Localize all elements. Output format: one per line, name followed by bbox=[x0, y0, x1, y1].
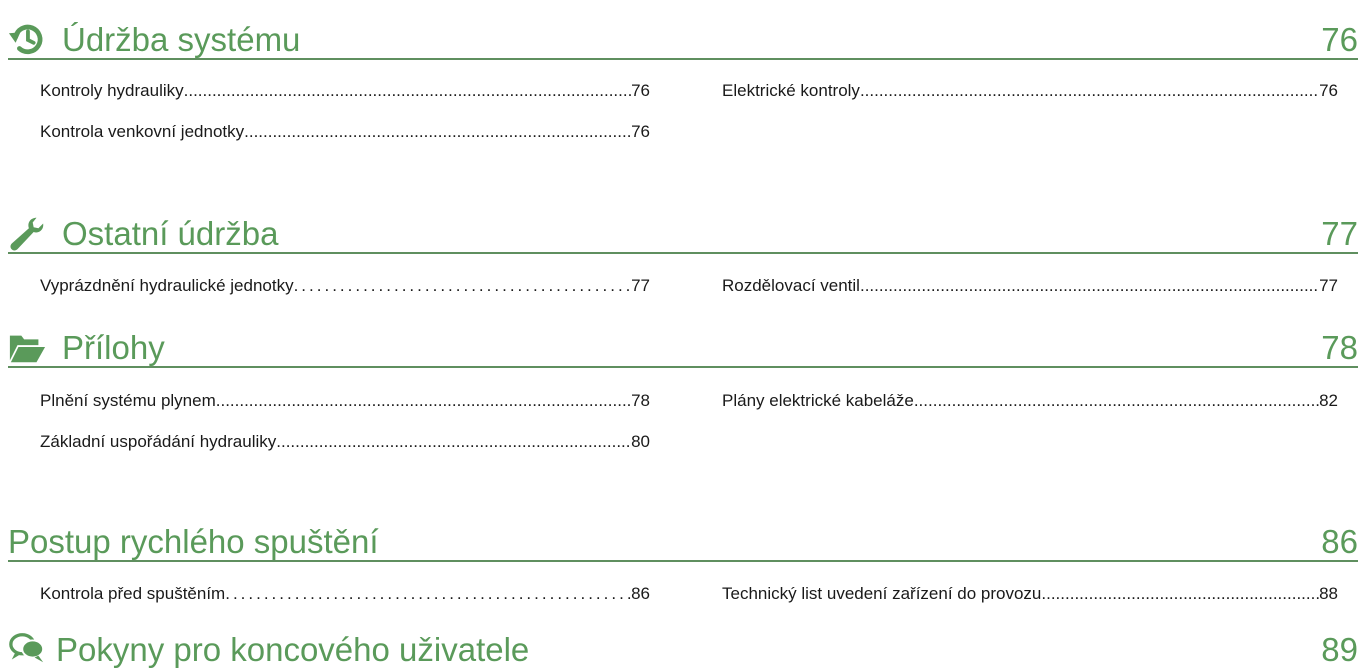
dot-leader: ........................................… bbox=[1041, 584, 1320, 603]
toc-entry-page: 76 bbox=[631, 81, 650, 100]
section-title[interactable]: Pokyny pro koncového uživatele bbox=[8, 630, 529, 670]
toc-section-user-instructions: Pokyny pro koncového uživatele 89 bbox=[8, 624, 1358, 670]
folder-open-icon bbox=[9, 335, 46, 363]
toc-entry[interactable]: Plnění systému plynem ..................… bbox=[40, 390, 650, 412]
toc-section-maintenance: Údržba systému 76 bbox=[8, 18, 1358, 60]
dot-leader: ........................................… bbox=[859, 276, 1319, 295]
section-header: Postup rychlého spuštění 86 bbox=[8, 520, 1358, 562]
toc-entry[interactable]: Rozdělovací ventil .....................… bbox=[722, 275, 1338, 297]
toc-entry-label: Základní uspořádání hydrauliky bbox=[40, 432, 277, 451]
clock-history-icon bbox=[8, 24, 43, 55]
dot-leader: ........................................… bbox=[913, 391, 1319, 410]
section-title[interactable]: Přílohy bbox=[8, 328, 165, 368]
dot-leader: ........................................… bbox=[225, 584, 631, 603]
toc-entry-page: 86 bbox=[631, 584, 650, 603]
toc-entry-label: Rozdělovací ventil bbox=[722, 276, 860, 295]
toc-entry[interactable]: Kontrola venkovní jednotky .............… bbox=[40, 121, 650, 143]
dot-leader: ........................................… bbox=[293, 276, 632, 295]
toc-entry-page: 77 bbox=[1319, 276, 1338, 295]
toc-entry[interactable]: Kontrola před spuštěním ................… bbox=[40, 583, 650, 605]
toc-entry-page: 88 bbox=[1319, 584, 1338, 603]
toc-entry-label: Plnění systému plynem bbox=[40, 391, 216, 410]
toc-entry-label: Vyprázdnění hydraulické jednotky bbox=[40, 276, 294, 295]
toc-entry-label: Elektrické kontroly bbox=[722, 81, 860, 100]
section-divider bbox=[8, 252, 1358, 254]
toc-entry-page: 76 bbox=[631, 122, 650, 141]
toc-entry[interactable]: Technický list uvedení zařízení do provo… bbox=[722, 583, 1338, 605]
wrench-icon bbox=[10, 217, 44, 251]
section-divider bbox=[8, 366, 1358, 368]
section-title-text: Postup rychlého spuštění bbox=[8, 523, 379, 560]
section-header: Přílohy 78 bbox=[8, 326, 1358, 368]
toc-section-other-maintenance: Ostatní údržba 77 bbox=[8, 212, 1358, 254]
toc-entry[interactable]: Elektrické kontroly ....................… bbox=[722, 80, 1338, 102]
section-header: Pokyny pro koncového uživatele 89 bbox=[8, 624, 1358, 670]
section-divider bbox=[8, 58, 1358, 60]
section-title-text: Pokyny pro koncového uživatele bbox=[56, 631, 530, 668]
section-page-number: 89 bbox=[1321, 631, 1358, 668]
section-title-text: Údržba systému bbox=[62, 21, 301, 58]
dot-leader: ........................................… bbox=[276, 432, 631, 451]
section-header: Ostatní údržba 77 bbox=[8, 212, 1358, 254]
section-page-number: 77 bbox=[1321, 215, 1358, 252]
toc-entry-label: Technický list uvedení zařízení do provo… bbox=[722, 584, 1042, 603]
section-title[interactable]: Postup rychlého spuštění bbox=[8, 522, 379, 562]
toc-entry[interactable]: Plány elektrické kabeláže ..............… bbox=[722, 390, 1338, 412]
section-page-number: 78 bbox=[1321, 329, 1358, 366]
section-title[interactable]: Údržba systému bbox=[8, 20, 300, 60]
dot-leader: ........................................… bbox=[859, 81, 1319, 100]
dot-leader: ........................................… bbox=[215, 391, 632, 410]
toc-entry-label: Kontroly hydrauliky bbox=[40, 81, 184, 100]
section-title-text: Ostatní údržba bbox=[62, 215, 279, 254]
section-header: Údržba systému 76 bbox=[8, 18, 1358, 60]
toc-entry-page: 78 bbox=[631, 391, 650, 410]
toc-section-appendix: Přílohy 78 bbox=[8, 326, 1358, 368]
speech-bubbles-icon bbox=[9, 633, 45, 663]
toc-entry-page: 82 bbox=[1319, 391, 1338, 410]
toc-entry[interactable]: Vyprázdnění hydraulické jednotky .......… bbox=[40, 275, 650, 297]
toc-entry-page: 77 bbox=[631, 276, 650, 295]
toc-entry-page: 76 bbox=[1319, 81, 1338, 100]
section-page-number: 76 bbox=[1321, 21, 1358, 58]
dot-leader: ........................................… bbox=[244, 122, 632, 141]
toc-entry-label: Kontrola venkovní jednotky bbox=[40, 122, 245, 141]
section-title-text: Přílohy bbox=[62, 329, 165, 368]
section-page-number: 86 bbox=[1321, 523, 1358, 560]
toc-entry-label: Plány elektrické kabeláže bbox=[722, 391, 914, 410]
toc-entry[interactable]: Kontroly hydrauliky ....................… bbox=[40, 80, 650, 102]
section-title[interactable]: Ostatní údržba bbox=[8, 214, 279, 254]
dot-leader: ........................................… bbox=[183, 81, 632, 100]
toc-entry[interactable]: Základní uspořádání hydrauliky .........… bbox=[40, 431, 650, 453]
section-divider bbox=[8, 560, 1358, 562]
toc-section-quick-start: Postup rychlého spuštění 86 bbox=[8, 520, 1358, 562]
toc-entry-label: Kontrola před spuštěním bbox=[40, 584, 226, 603]
toc-entry-page: 80 bbox=[631, 432, 650, 451]
